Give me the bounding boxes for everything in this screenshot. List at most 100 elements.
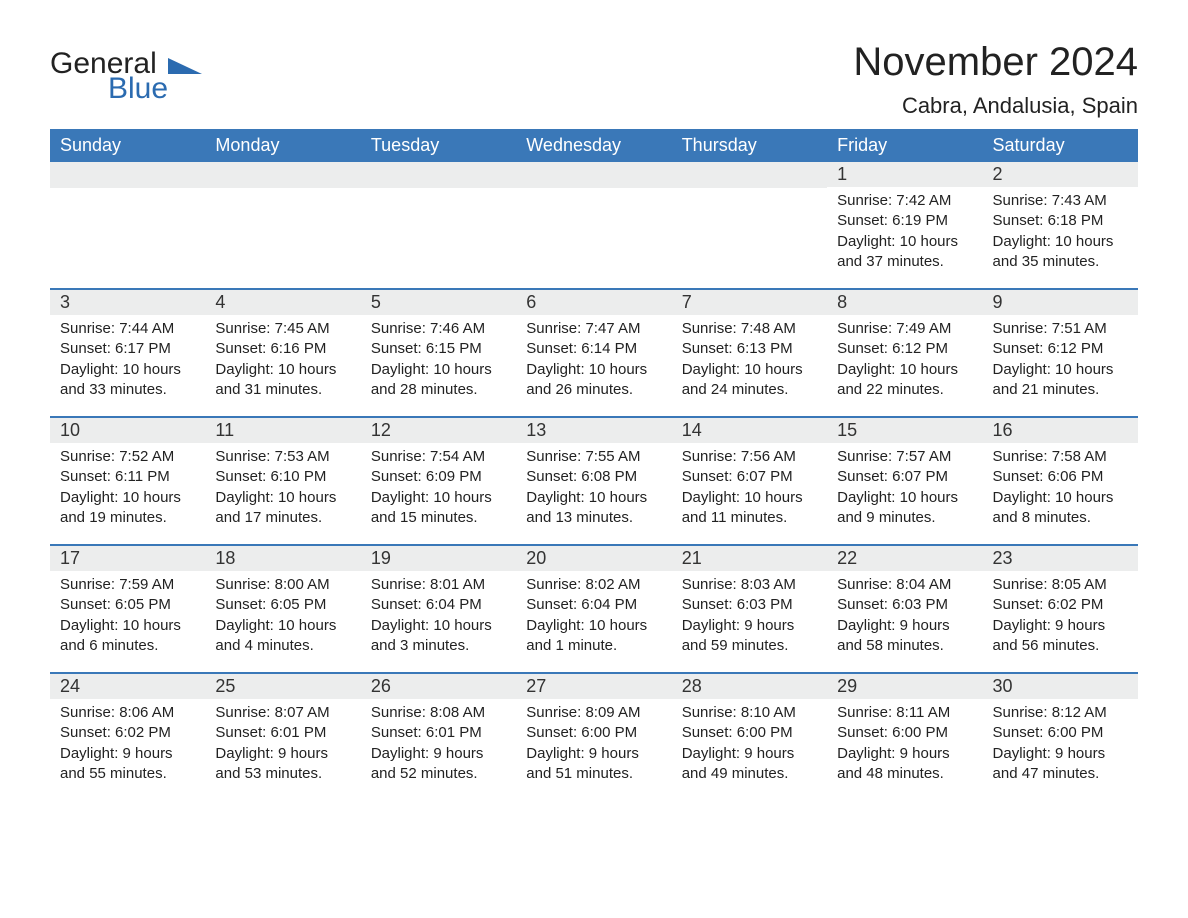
day-number xyxy=(672,162,827,188)
day-number: 15 xyxy=(827,418,982,443)
day-body: Sunrise: 8:08 AMSunset: 6:01 PMDaylight:… xyxy=(361,699,516,788)
sunrise-text: Sunrise: 7:57 AM xyxy=(837,447,972,467)
sunset-text: Sunset: 6:02 PM xyxy=(993,595,1128,615)
sunrise-text: Sunrise: 7:44 AM xyxy=(60,319,195,339)
calendar-grid: Sunday Monday Tuesday Wednesday Thursday… xyxy=(50,129,1138,800)
day-cell: 13Sunrise: 7:55 AMSunset: 6:08 PMDayligh… xyxy=(516,418,671,544)
day-number: 27 xyxy=(516,674,671,699)
sunrise-text: Sunrise: 8:01 AM xyxy=(371,575,506,595)
day-body: Sunrise: 8:06 AMSunset: 6:02 PMDaylight:… xyxy=(50,699,205,788)
sunrise-text: Sunrise: 8:05 AM xyxy=(993,575,1128,595)
day-body: Sunrise: 8:11 AMSunset: 6:00 PMDaylight:… xyxy=(827,699,982,788)
weekday-header: Monday xyxy=(205,129,360,162)
day-number: 7 xyxy=(672,290,827,315)
daylight-text: Daylight: 10 hours and 4 minutes. xyxy=(215,616,350,657)
day-number: 17 xyxy=(50,546,205,571)
sunrise-text: Sunrise: 7:45 AM xyxy=(215,319,350,339)
day-body: Sunrise: 8:01 AMSunset: 6:04 PMDaylight:… xyxy=(361,571,516,660)
day-number xyxy=(516,162,671,188)
day-body: Sunrise: 8:05 AMSunset: 6:02 PMDaylight:… xyxy=(983,571,1138,660)
sunrise-text: Sunrise: 7:54 AM xyxy=(371,447,506,467)
day-body: Sunrise: 7:44 AMSunset: 6:17 PMDaylight:… xyxy=(50,315,205,404)
day-cell: 17Sunrise: 7:59 AMSunset: 6:05 PMDayligh… xyxy=(50,546,205,672)
day-cell: 5Sunrise: 7:46 AMSunset: 6:15 PMDaylight… xyxy=(361,290,516,416)
sunset-text: Sunset: 6:07 PM xyxy=(837,467,972,487)
day-number: 11 xyxy=(205,418,360,443)
day-cell: 23Sunrise: 8:05 AMSunset: 6:02 PMDayligh… xyxy=(983,546,1138,672)
location-label: Cabra, Andalusia, Spain xyxy=(853,93,1138,119)
sunrise-text: Sunrise: 7:56 AM xyxy=(682,447,817,467)
sunrise-text: Sunrise: 8:06 AM xyxy=(60,703,195,723)
daylight-text: Daylight: 10 hours and 35 minutes. xyxy=(993,232,1128,273)
day-number: 23 xyxy=(983,546,1138,571)
sunrise-text: Sunrise: 7:48 AM xyxy=(682,319,817,339)
day-cell: 19Sunrise: 8:01 AMSunset: 6:04 PMDayligh… xyxy=(361,546,516,672)
day-cell: 9Sunrise: 7:51 AMSunset: 6:12 PMDaylight… xyxy=(983,290,1138,416)
day-body: Sunrise: 7:51 AMSunset: 6:12 PMDaylight:… xyxy=(983,315,1138,404)
day-cell xyxy=(672,162,827,288)
sunset-text: Sunset: 6:14 PM xyxy=(526,339,661,359)
day-cell: 24Sunrise: 8:06 AMSunset: 6:02 PMDayligh… xyxy=(50,674,205,800)
sunrise-text: Sunrise: 8:02 AM xyxy=(526,575,661,595)
day-body: Sunrise: 7:49 AMSunset: 6:12 PMDaylight:… xyxy=(827,315,982,404)
day-body: Sunrise: 7:59 AMSunset: 6:05 PMDaylight:… xyxy=(50,571,205,660)
day-number xyxy=(205,162,360,188)
daylight-text: Daylight: 10 hours and 11 minutes. xyxy=(682,488,817,529)
day-number: 12 xyxy=(361,418,516,443)
day-cell: 30Sunrise: 8:12 AMSunset: 6:00 PMDayligh… xyxy=(983,674,1138,800)
sunset-text: Sunset: 6:13 PM xyxy=(682,339,817,359)
day-number: 13 xyxy=(516,418,671,443)
day-number: 22 xyxy=(827,546,982,571)
sunset-text: Sunset: 6:15 PM xyxy=(371,339,506,359)
day-number: 4 xyxy=(205,290,360,315)
brand-logo: General Blue xyxy=(50,50,202,103)
brand-blue: Blue xyxy=(108,75,168,104)
day-cell: 29Sunrise: 8:11 AMSunset: 6:00 PMDayligh… xyxy=(827,674,982,800)
sunset-text: Sunset: 6:06 PM xyxy=(993,467,1128,487)
sunset-text: Sunset: 6:02 PM xyxy=(60,723,195,743)
day-number xyxy=(361,162,516,188)
day-number: 28 xyxy=(672,674,827,699)
day-number: 26 xyxy=(361,674,516,699)
weekday-header: Sunday xyxy=(50,129,205,162)
day-body: Sunrise: 7:48 AMSunset: 6:13 PMDaylight:… xyxy=(672,315,827,404)
brand-triangle-icon xyxy=(168,56,202,83)
sunset-text: Sunset: 6:00 PM xyxy=(526,723,661,743)
day-number: 8 xyxy=(827,290,982,315)
sunset-text: Sunset: 6:18 PM xyxy=(993,211,1128,231)
sunrise-text: Sunrise: 7:59 AM xyxy=(60,575,195,595)
day-cell: 1Sunrise: 7:42 AMSunset: 6:19 PMDaylight… xyxy=(827,162,982,288)
day-number: 29 xyxy=(827,674,982,699)
day-cell: 4Sunrise: 7:45 AMSunset: 6:16 PMDaylight… xyxy=(205,290,360,416)
sunrise-text: Sunrise: 8:00 AM xyxy=(215,575,350,595)
day-body: Sunrise: 7:42 AMSunset: 6:19 PMDaylight:… xyxy=(827,187,982,276)
sunrise-text: Sunrise: 7:51 AM xyxy=(993,319,1128,339)
daylight-text: Daylight: 10 hours and 21 minutes. xyxy=(993,360,1128,401)
day-number: 14 xyxy=(672,418,827,443)
day-body: Sunrise: 7:54 AMSunset: 6:09 PMDaylight:… xyxy=(361,443,516,532)
day-cell: 27Sunrise: 8:09 AMSunset: 6:00 PMDayligh… xyxy=(516,674,671,800)
sunset-text: Sunset: 6:08 PM xyxy=(526,467,661,487)
sunset-text: Sunset: 6:12 PM xyxy=(993,339,1128,359)
weekday-header: Saturday xyxy=(983,129,1138,162)
week-row: 1Sunrise: 7:42 AMSunset: 6:19 PMDaylight… xyxy=(50,162,1138,288)
daylight-text: Daylight: 10 hours and 6 minutes. xyxy=(60,616,195,657)
day-body: Sunrise: 7:56 AMSunset: 6:07 PMDaylight:… xyxy=(672,443,827,532)
daylight-text: Daylight: 10 hours and 9 minutes. xyxy=(837,488,972,529)
sunrise-text: Sunrise: 8:07 AM xyxy=(215,703,350,723)
sunset-text: Sunset: 6:00 PM xyxy=(682,723,817,743)
sunrise-text: Sunrise: 8:08 AM xyxy=(371,703,506,723)
day-body: Sunrise: 7:55 AMSunset: 6:08 PMDaylight:… xyxy=(516,443,671,532)
day-cell: 15 Sunrise: 7:57 AMSunset: 6:07 PMDayligh… xyxy=(827,418,982,544)
sunrise-text: Sunrise: 7:53 AM xyxy=(215,447,350,467)
day-body: Sunrise: 8:10 AMSunset: 6:00 PMDaylight:… xyxy=(672,699,827,788)
day-body: Sunrise: 7:47 AMSunset: 6:14 PMDaylight:… xyxy=(516,315,671,404)
day-cell: 7Sunrise: 7:48 AMSunset: 6:13 PMDaylight… xyxy=(672,290,827,416)
day-cell: 26Sunrise: 8:08 AMSunset: 6:01 PMDayligh… xyxy=(361,674,516,800)
sunset-text: Sunset: 6:05 PM xyxy=(60,595,195,615)
day-number xyxy=(50,162,205,188)
sunset-text: Sunset: 6:16 PM xyxy=(215,339,350,359)
day-number: 16 xyxy=(983,418,1138,443)
sunrise-text: Sunrise: 8:12 AM xyxy=(993,703,1128,723)
day-number: 1 xyxy=(827,162,982,187)
